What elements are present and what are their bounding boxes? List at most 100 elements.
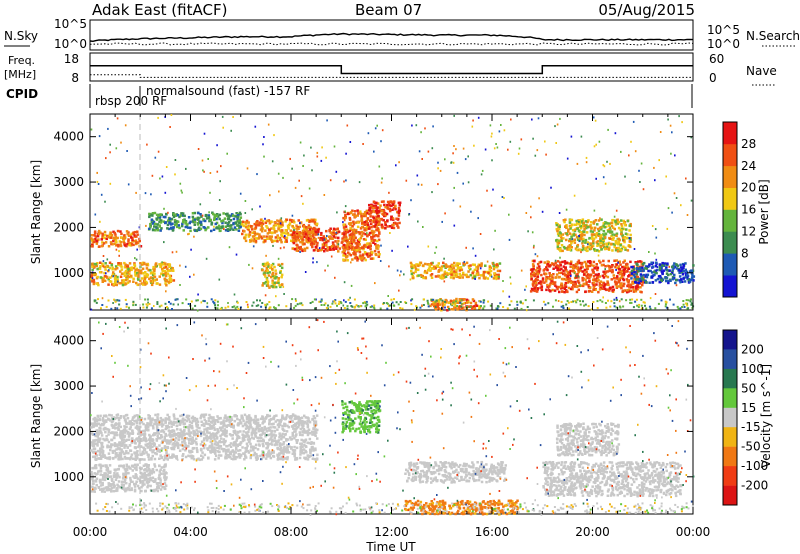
heatmap-cell [558, 234, 561, 237]
heatmap-cell [93, 231, 97, 235]
heatmap-cell [362, 214, 366, 218]
velocity-heatmap [90, 319, 695, 516]
heatmap-cell [96, 171, 98, 174]
heatmap-cell [550, 279, 553, 282]
heatmap-cell [213, 225, 215, 228]
heatmap-cell [90, 128, 93, 131]
heatmap-cell [378, 253, 381, 256]
heatmap-cell [387, 304, 390, 307]
heatmap-cell [416, 174, 419, 177]
heatmap-cell [389, 218, 393, 221]
heatmap-cell [341, 251, 344, 254]
heatmap-cell [543, 281, 546, 284]
heatmap-cell [307, 236, 310, 240]
heatmap-cell [415, 263, 418, 266]
heatmap-cell [280, 217, 283, 220]
heatmap-cell [536, 262, 540, 266]
heatmap-cell [488, 264, 492, 268]
heatmap-cell [210, 222, 213, 225]
heatmap-cell [373, 150, 375, 153]
heatmap-cell [413, 264, 416, 267]
heatmap-cell [545, 153, 547, 156]
heatmap-cell [214, 222, 217, 226]
heatmap-cell [436, 305, 440, 308]
heatmap-cell [144, 271, 147, 274]
heatmap-cell [309, 302, 312, 304]
heatmap-cell [269, 306, 272, 309]
heatmap-cell [374, 223, 377, 226]
heatmap-cell [295, 231, 299, 235]
heatmap-cell [603, 222, 606, 225]
heatmap-cell [508, 213, 510, 216]
heatmap-cell [628, 224, 631, 227]
heatmap-cell [218, 454, 221, 457]
nave-ytick-bottom: 0 [709, 71, 717, 85]
heatmap-cell [331, 246, 335, 250]
heatmap-cell [294, 298, 297, 301]
heatmap-cell [376, 223, 380, 227]
heatmap-cell [629, 298, 632, 301]
heatmap-cell [231, 306, 234, 309]
heatmap-cell [109, 143, 111, 146]
heatmap-cell [114, 300, 117, 303]
heatmap-cell [279, 285, 282, 289]
heatmap-cell [463, 263, 467, 266]
heatmap-cell [279, 418, 282, 422]
heatmap-cell [328, 248, 332, 251]
heatmap-cell [570, 241, 573, 245]
heatmap-cell [415, 305, 418, 308]
heatmap-cell [622, 305, 625, 308]
heatmap-cell [370, 203, 373, 207]
heatmap-cell [253, 238, 256, 241]
heatmap-cell [145, 274, 148, 277]
heatmap-cell [138, 239, 141, 243]
heatmap-cell [353, 251, 356, 254]
heatmap-cell [239, 192, 242, 195]
heatmap-cell [565, 238, 568, 242]
heatmap-cell [135, 191, 137, 194]
heatmap-cell [346, 247, 349, 250]
heatmap-cell [362, 247, 365, 251]
heatmap-cell [579, 224, 582, 228]
heatmap-cell [168, 278, 171, 281]
heatmap-cell [306, 425, 310, 429]
heatmap-cell [298, 225, 301, 229]
heatmap-cell [117, 263, 120, 267]
heatmap-cell [104, 241, 108, 244]
heatmap-cell [424, 127, 426, 130]
heatmap-cell [266, 237, 269, 240]
heatmap-cell [196, 223, 200, 226]
heatmap-cell [438, 301, 441, 304]
heatmap-cell [651, 225, 654, 227]
heatmap-cell [183, 214, 186, 218]
nsearch-series-line [89, 42, 694, 46]
heatmap-cell [473, 268, 477, 272]
heatmap-cell [592, 270, 595, 274]
heatmap-cell [531, 270, 534, 274]
heatmap-cell [276, 428, 279, 431]
heatmap-cell [414, 268, 418, 271]
heatmap-cell [299, 427, 303, 431]
heatmap-cell [536, 288, 539, 291]
heatmap-cell [456, 305, 458, 307]
heatmap-cell [690, 298, 692, 301]
heatmap-cell [564, 266, 567, 269]
heatmap-cell [526, 306, 529, 308]
heatmap-cell [441, 220, 443, 223]
heatmap-cell [99, 265, 102, 268]
heatmap-cell [530, 272, 533, 276]
heatmap-cell [280, 240, 283, 244]
heatmap-cell [287, 451, 291, 454]
heatmap-cell [157, 214, 161, 217]
heatmap-cell [210, 229, 213, 233]
heatmap-cell [362, 212, 365, 216]
heatmap-cell [116, 299, 119, 302]
heatmap-cell [192, 220, 195, 224]
heatmap-cell [153, 272, 156, 275]
heatmap-cell [678, 268, 681, 272]
heatmap-cell [450, 161, 453, 164]
heatmap-cell [502, 280, 504, 282]
heatmap-cell [149, 272, 153, 275]
heatmap-cell [461, 276, 464, 279]
heatmap-cell [261, 284, 264, 287]
